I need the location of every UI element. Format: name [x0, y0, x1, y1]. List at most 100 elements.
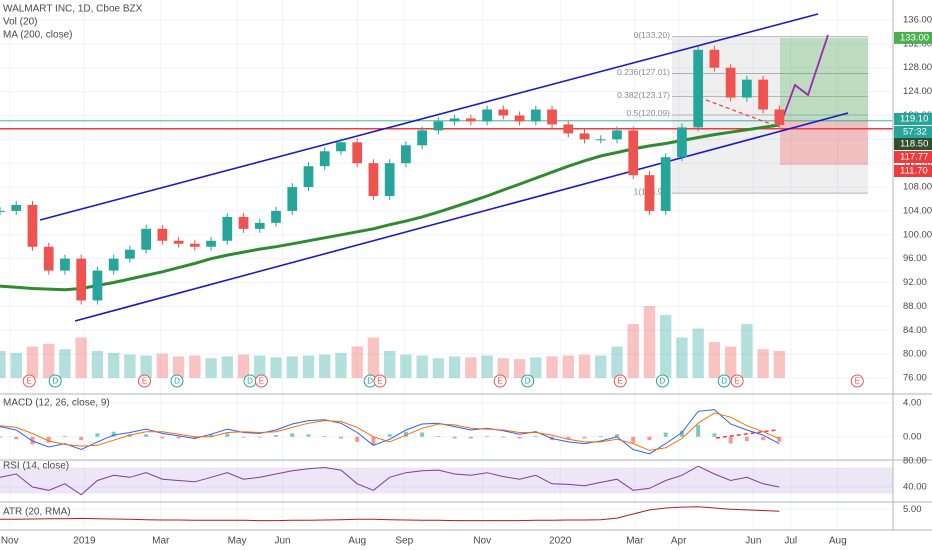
macd-histogram	[501, 436, 506, 438]
event-marker	[22, 374, 36, 388]
candle	[628, 130, 639, 176]
candle	[92, 270, 103, 301]
y-tick-label: 84.00	[903, 325, 927, 336]
y-tick-label: 136.00	[903, 15, 932, 26]
event-marker	[850, 374, 864, 388]
candle	[677, 127, 687, 158]
event-label: E	[734, 377, 739, 386]
x-tick-label: 2019	[73, 536, 96, 547]
candle	[465, 118, 476, 122]
event-marker	[48, 374, 62, 388]
fib-label: 0(133.20)	[634, 30, 671, 40]
volume-bar	[611, 346, 623, 378]
volume-bar	[676, 337, 688, 378]
event-marker	[717, 374, 731, 388]
chart-title: WALMART INC, 1D, Cboe BZX	[3, 4, 143, 15]
macd-histogram	[355, 436, 360, 442]
rsi-title: RSI (14, close)	[3, 461, 69, 472]
volume-bar	[465, 357, 477, 378]
macd-histogram	[452, 436, 457, 439]
x-tick-label: Aug	[829, 536, 847, 547]
y-tick-label: 0.00	[903, 431, 922, 442]
volume-bar	[643, 306, 656, 378]
event-label: E	[855, 377, 860, 386]
candle	[774, 109, 785, 126]
candle	[189, 243, 200, 247]
y-tick-label: 112.00	[903, 158, 931, 169]
macd-histogram	[403, 431, 408, 437]
event-label: D	[660, 377, 666, 386]
candle	[11, 204, 22, 211]
macd-histogram	[14, 436, 19, 440]
macd-histogram	[306, 434, 311, 437]
y-tick-label: 92.00	[903, 277, 927, 288]
volume-label: Vol (20)	[3, 17, 37, 28]
volume-bar	[254, 355, 266, 378]
candle	[352, 142, 363, 164]
x-tick-label: Mar	[152, 536, 170, 547]
macd-histogram	[322, 435, 327, 437]
volume-bar	[578, 354, 591, 378]
countdown-box	[894, 126, 932, 138]
event-marker	[613, 374, 627, 388]
macd-histogram	[712, 433, 717, 437]
volume-bar	[237, 354, 250, 378]
macd-histogram	[663, 432, 668, 437]
y-tick-label: 5.00	[903, 504, 922, 515]
volume-bar	[367, 337, 380, 378]
candle	[336, 142, 346, 152]
macd-dashed	[715, 429, 777, 439]
volume-bar	[562, 355, 574, 378]
x-tick-label: Nov	[473, 536, 491, 547]
y-tick-label: 108.00	[903, 182, 932, 193]
candle	[108, 258, 119, 271]
fib-label: 0.382(123.17)	[617, 90, 670, 100]
event-label: E	[142, 377, 147, 386]
candle	[125, 249, 135, 259]
candle	[758, 79, 768, 110]
volume-bar	[773, 351, 786, 378]
macd-histogram	[79, 436, 84, 441]
x-tick-label: Jul	[784, 536, 797, 547]
event-marker	[373, 374, 387, 388]
macd-line	[0, 409, 780, 455]
candle	[60, 258, 70, 271]
rsi-line	[0, 465, 780, 496]
macd-histogram	[111, 431, 116, 437]
y-tick-label: 80.00	[903, 349, 927, 360]
macd-title: MACD (12, 26, close, 9)	[3, 398, 110, 409]
y-tick-label: 40.00	[903, 482, 927, 493]
volume-bar	[124, 354, 136, 378]
countdown: 57:32	[903, 127, 927, 138]
macd-histogram	[631, 436, 636, 443]
candle	[579, 133, 590, 140]
y-tick-label: 100.00	[903, 229, 932, 240]
candle	[173, 240, 184, 244]
channel-lower	[74, 112, 849, 322]
volume-bar	[416, 355, 428, 378]
x-tick-label: Mar	[626, 536, 644, 547]
x-tick-label: Sep	[395, 536, 413, 547]
volume-bar	[107, 352, 120, 378]
projection	[780, 34, 829, 124]
volume-bar	[270, 357, 282, 378]
macd-histogram	[62, 435, 67, 437]
candle	[319, 151, 330, 167]
ma-label: MA (200, close)	[3, 30, 72, 41]
macd-histogram	[192, 436, 197, 439]
event-label: D	[525, 377, 531, 386]
price-label: 111.70	[900, 166, 928, 177]
price-label-box	[894, 165, 932, 177]
macd-histogram	[257, 436, 262, 438]
volume-bar	[189, 355, 201, 378]
candle	[547, 109, 557, 125]
y-tick-label: 96.00	[903, 253, 927, 264]
trend-dashed	[705, 99, 777, 127]
macd-histogram	[517, 436, 522, 439]
candle	[368, 163, 379, 197]
candle	[725, 67, 736, 98]
macd-histogram	[371, 436, 376, 446]
volume-bar	[546, 356, 558, 378]
macd-histogram	[0, 436, 2, 438]
candle	[157, 228, 168, 241]
